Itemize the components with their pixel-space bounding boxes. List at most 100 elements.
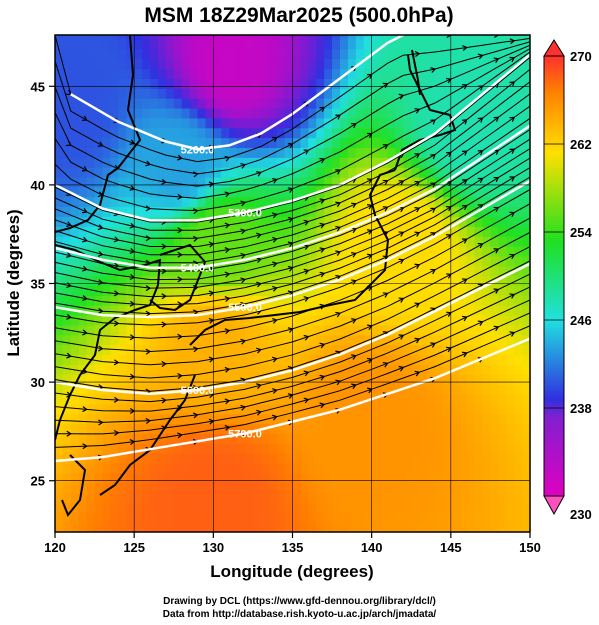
shade-cell: [340, 107, 349, 119]
shade-cell: [62, 384, 72, 395]
shade-cell: [490, 443, 499, 454]
shade-cell: [229, 354, 238, 365]
streamline-arrow: [177, 251, 183, 258]
shade-cell: [197, 275, 207, 287]
shade-cell: [134, 226, 143, 237]
shade-cell: [347, 433, 357, 444]
shade-cell: [427, 453, 436, 464]
shade-cell: [490, 216, 499, 227]
shade-cell: [252, 137, 262, 149]
shade-cell: [94, 48, 104, 60]
shade-cell: [110, 127, 119, 139]
shade-cell: [490, 48, 499, 60]
shade-cell: [260, 48, 270, 60]
streamline-arrow: [66, 352, 72, 359]
shade-cell: [427, 384, 436, 395]
shade-cell: [221, 492, 230, 504]
streamline-arrow: [272, 414, 278, 421]
shade-cell: [142, 315, 151, 326]
shade-cell: [450, 433, 460, 444]
shade-cell: [316, 177, 325, 188]
shade-cell: [498, 48, 507, 60]
shade-cell: [427, 275, 436, 287]
shade-cell: [94, 216, 104, 227]
shade-cell: [442, 522, 452, 532]
shade-cell: [205, 384, 214, 395]
shade-cell: [458, 216, 468, 227]
shade-cell: [197, 295, 207, 306]
shade-cell: [474, 117, 484, 129]
shade-cell: [514, 443, 523, 454]
shade-cell: [237, 117, 246, 129]
shade-cell: [474, 265, 484, 277]
shade-cell: [268, 265, 278, 277]
shade-cell: [300, 206, 309, 218]
shade-cell: [189, 107, 199, 119]
shade-cell: [300, 423, 309, 434]
shade-cell: [450, 68, 460, 79]
shade-cell: [355, 206, 365, 218]
shade-cell: [229, 502, 238, 513]
shade-cell: [379, 246, 389, 257]
shade-cell: [229, 344, 238, 356]
shade-cell: [150, 315, 159, 326]
shade-cell: [435, 492, 444, 504]
shade-cell: [490, 433, 499, 444]
shade-cell: [94, 315, 104, 326]
colorbar-tick-label: 230: [570, 507, 592, 522]
shade-cell: [403, 423, 412, 434]
shade-cell: [142, 275, 151, 287]
shade-cell: [355, 492, 365, 504]
shade-cell: [458, 364, 468, 375]
shade-cell: [308, 117, 317, 129]
streamline-arrow: [192, 171, 199, 178]
shade-cell: [490, 344, 499, 356]
shade-cell: [490, 167, 499, 178]
shade-cell: [435, 186, 444, 198]
streamline-arrow: [335, 201, 342, 208]
shade-cell: [268, 344, 278, 356]
shade-cell: [55, 423, 64, 434]
shade-cell: [260, 482, 270, 494]
shade-cell: [229, 472, 238, 484]
shade-cell: [181, 196, 191, 208]
shade-cell: [134, 117, 143, 129]
shade-cell: [340, 246, 349, 257]
shade-cell: [514, 492, 523, 504]
shade-cell: [506, 226, 515, 237]
shade-cell: [427, 423, 436, 434]
shade-cell: [427, 147, 436, 158]
shade-cell: [474, 403, 484, 415]
shade-cell: [292, 492, 302, 504]
shade-cell: [173, 98, 183, 109]
shade-cell: [118, 265, 127, 277]
shade-cell: [419, 324, 428, 336]
shade-cell: [363, 265, 373, 277]
shade-cell: [308, 147, 317, 158]
shade-cell: [482, 305, 492, 316]
shade-cell: [292, 196, 302, 208]
shade-cell: [292, 255, 302, 267]
shade-cell: [221, 344, 230, 356]
shade-cell: [379, 374, 389, 385]
shade-cell: [205, 246, 214, 257]
shade-cell: [442, 246, 452, 257]
shade-cell: [134, 127, 143, 139]
shade-cell: [474, 157, 484, 168]
shade-cell: [435, 68, 444, 79]
shade-cell: [411, 354, 420, 365]
shade-cell: [110, 413, 119, 425]
shade-cell: [78, 275, 88, 287]
shade-cell: [260, 246, 270, 257]
shade-cell: [268, 472, 278, 484]
streamline-arrow: [113, 320, 120, 327]
shade-cell: [419, 48, 428, 60]
shade-cell: [474, 324, 484, 336]
shade-cell: [245, 147, 254, 158]
shade-cell: [134, 512, 143, 523]
shade-cell: [435, 315, 444, 326]
shade-cell: [316, 216, 325, 227]
shade-cell: [363, 48, 373, 60]
shade-cell: [181, 246, 191, 257]
